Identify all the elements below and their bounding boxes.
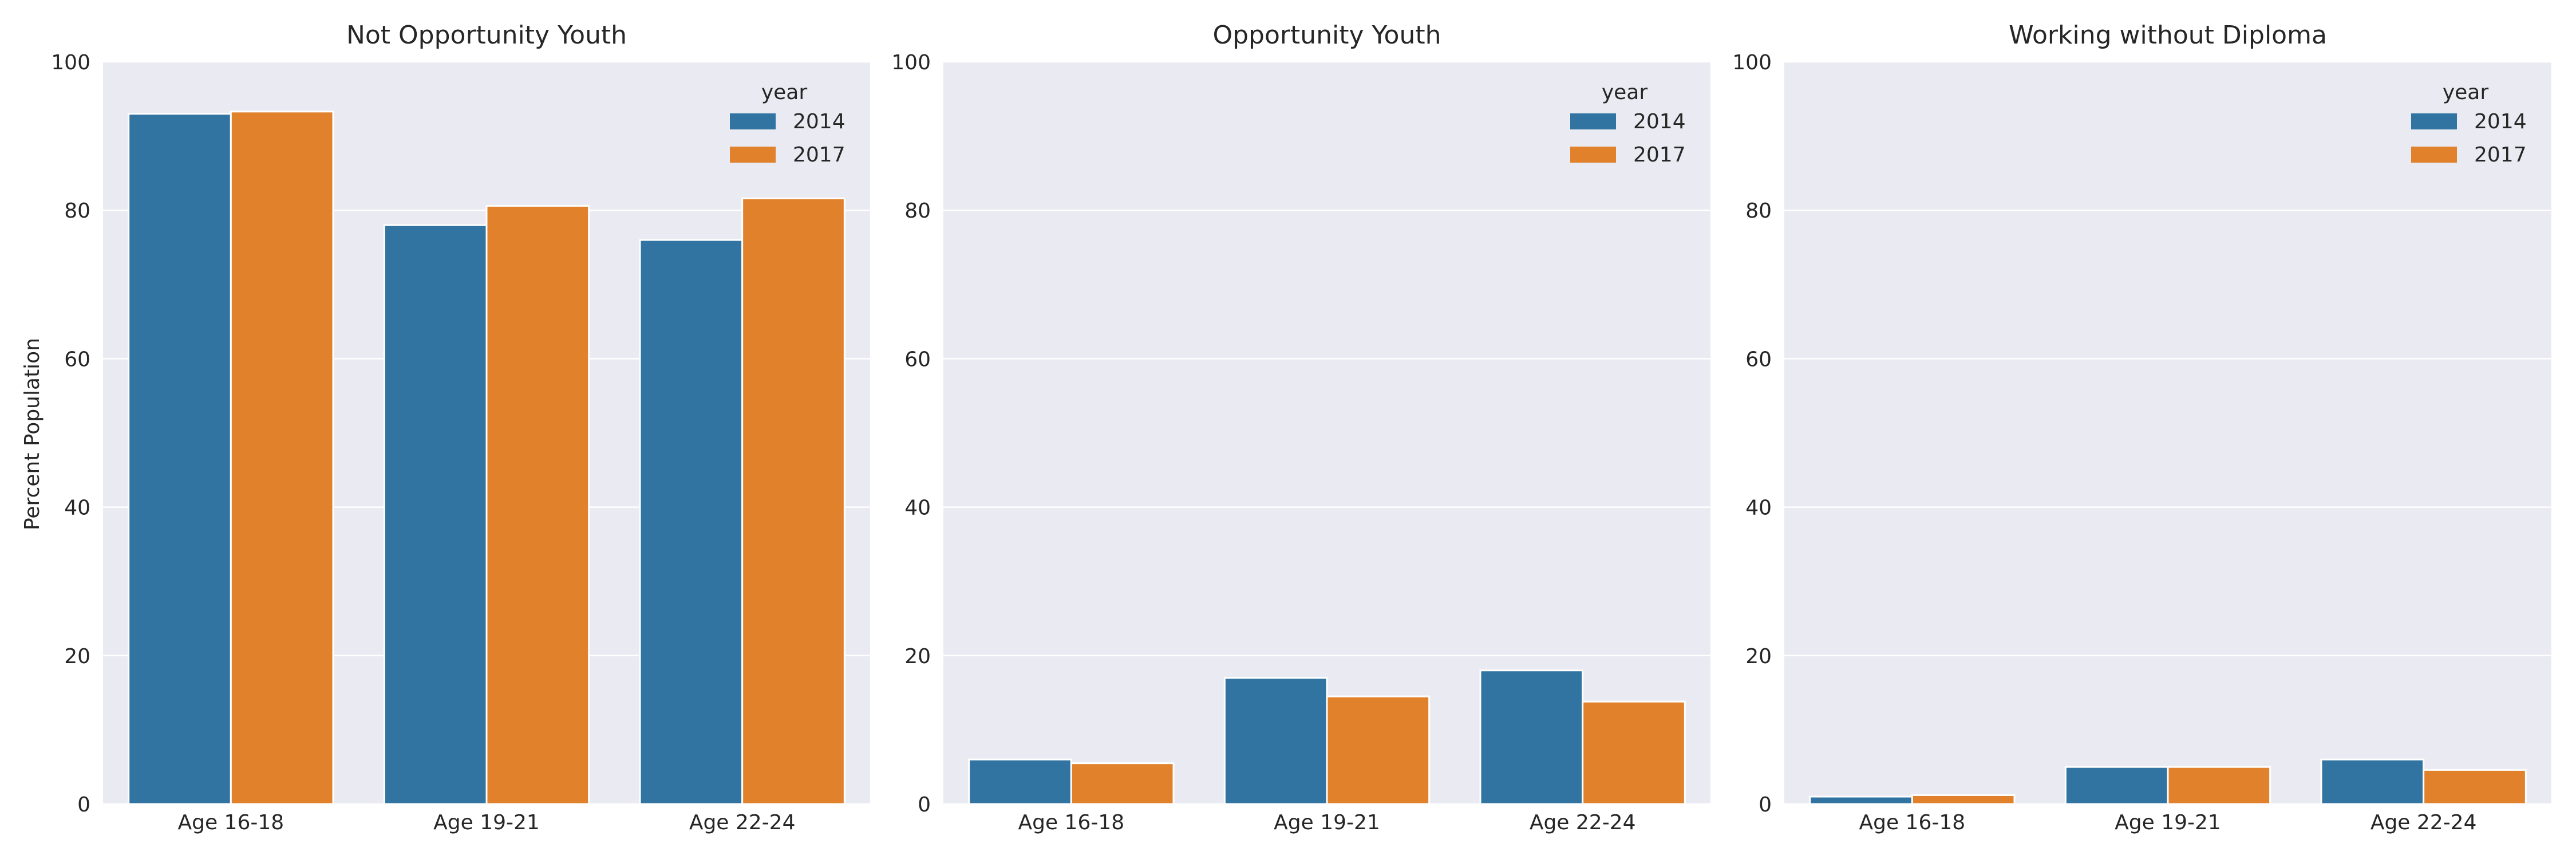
legend-label: 2014 [1633, 110, 1686, 133]
y-tick-label: 80 [904, 199, 931, 223]
y-tick-label: 20 [64, 645, 90, 668]
y-tick-label: 60 [64, 348, 90, 371]
legend-label: 2017 [2474, 143, 2527, 167]
bar-2017-age-22-24 [2423, 769, 2527, 805]
y-tick-label: 60 [1745, 348, 1772, 371]
bar-2014-age-16-18 [128, 113, 232, 805]
y-tick-label: 80 [64, 199, 90, 223]
bar-2014-age-16-18 [1809, 795, 1913, 805]
y-tick-label: 80 [1745, 199, 1772, 223]
x-tick-label: Age 19-21 [2115, 811, 2221, 834]
bar-2017-age-16-18 [1070, 762, 1175, 805]
chart-panel-3: 0 20 40 60 80 100 Working without Diploma Age 1… [1732, 21, 2551, 834]
x-tick-label: Age 16-18 [1859, 811, 1965, 834]
plot-area [1784, 62, 2551, 804]
chart-panels: 0 20 40 60 80 100 Not Opportunity Youth Age 16-… [51, 21, 2551, 834]
bar-2014-age-19-21 [2064, 766, 2169, 805]
bar-2017-age-16-18 [1911, 794, 2016, 805]
bar-2014-age-22-24 [639, 239, 744, 805]
x-tick-label: Age 16-18 [177, 811, 284, 834]
y-tick-label: 0 [77, 793, 90, 817]
legend-label: 2017 [793, 143, 846, 167]
x-tick-label: Age 22-24 [1530, 811, 1636, 834]
legend-label: 2014 [2474, 110, 2527, 133]
bar-2014-age-22-24 [1479, 669, 1584, 805]
chart-title: Opportunity Youth [1212, 21, 1441, 50]
x-tick-label: Age 16-18 [1018, 811, 1124, 834]
x-tick-label: Age 19-21 [1274, 811, 1380, 834]
y-tick-label: 100 [51, 51, 90, 74]
y-tick-label: 20 [904, 645, 931, 668]
y-axis-label: Percent Population [21, 338, 44, 530]
bar-2017-age-19-21 [485, 204, 590, 805]
chart-title: Working without Diploma [2009, 21, 2327, 50]
y-tick-label: 60 [904, 348, 931, 371]
legend-swatch-2014 [730, 113, 776, 129]
x-tick-label: Age 22-24 [2370, 811, 2477, 834]
bar-2014-age-19-21 [1223, 677, 1328, 805]
legend-swatch-2017 [1570, 147, 1616, 163]
legend-title: year [761, 81, 808, 104]
y-tick-label: 100 [1732, 51, 1772, 74]
legend-title: year [2443, 81, 2489, 104]
legend-swatch-2017 [2411, 147, 2457, 163]
legend-label: 2014 [793, 110, 846, 133]
y-tick-label: 0 [1759, 793, 1772, 817]
legend-swatch-2014 [1570, 113, 1616, 129]
chart-panel-1: 0 20 40 60 80 100 Not Opportunity Youth Age 16-… [51, 21, 870, 834]
bar-2017-age-22-24 [741, 197, 846, 805]
bar-2014-age-22-24 [2320, 758, 2425, 805]
y-tick-label: 40 [64, 497, 90, 520]
y-tick-label: 40 [1745, 497, 1772, 520]
y-tick-label: 100 [891, 51, 931, 74]
bar-2017-age-22-24 [1582, 700, 1686, 805]
legend-swatch-2017 [730, 147, 776, 163]
y-tick-label: 0 [918, 793, 931, 817]
y-tick-label: 40 [904, 497, 931, 520]
legend-swatch-2014 [2411, 113, 2457, 129]
x-tick-label: Age 19-21 [433, 811, 540, 834]
bar-2017-age-19-21 [2167, 766, 2271, 805]
y-tick-label: 20 [1745, 645, 1772, 668]
bar-2017-age-16-18 [230, 111, 334, 805]
chart-title: Not Opportunity Youth [346, 21, 627, 50]
bar-2014-age-19-21 [383, 224, 488, 805]
legend-title: year [1602, 81, 1648, 104]
legend-label: 2017 [1633, 143, 1686, 167]
chart-panel-2: 0 20 40 60 80 100 Opportunity Youth Age 16-18 Ag… [891, 21, 1710, 834]
bar-2017-age-19-21 [1326, 695, 1431, 805]
x-tick-label: Age 22-24 [689, 811, 796, 834]
bar-2014-age-16-18 [968, 758, 1072, 805]
